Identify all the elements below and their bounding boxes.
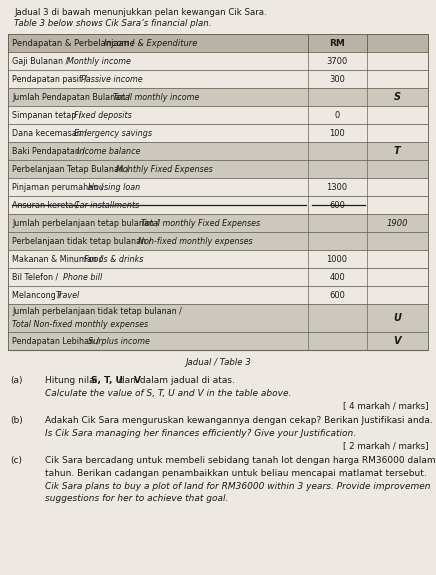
Text: Jadual / Table 3: Jadual / Table 3 — [185, 358, 251, 367]
Text: Surplus income: Surplus income — [88, 336, 150, 346]
Text: 300: 300 — [329, 75, 345, 83]
Bar — [8, 214, 428, 232]
Text: Is Cik Sara managing her finances efficiently? Give your Justification.: Is Cik Sara managing her finances effici… — [45, 429, 356, 438]
Text: 600: 600 — [329, 290, 345, 300]
Text: Ansuran kereta /: Ansuran kereta / — [12, 201, 81, 209]
Text: U: U — [393, 313, 401, 323]
Text: Pendapatan & Perbelanjaan /: Pendapatan & Perbelanjaan / — [12, 39, 137, 48]
Text: Total Non-fixed monthly expenses: Total Non-fixed monthly expenses — [12, 320, 148, 329]
Text: 1900: 1900 — [386, 218, 408, 228]
Text: dan: dan — [116, 376, 139, 385]
Text: T: T — [394, 146, 400, 156]
Bar — [8, 250, 428, 268]
Bar — [8, 142, 428, 160]
Text: Fixed deposits: Fixed deposits — [74, 110, 131, 120]
Text: Bil Telefon /: Bil Telefon / — [12, 273, 61, 282]
Text: Monthly Fixed Expenses: Monthly Fixed Expenses — [116, 164, 213, 174]
Text: 3700: 3700 — [327, 56, 347, 66]
Text: 1300: 1300 — [327, 182, 347, 191]
Text: 600: 600 — [329, 201, 345, 209]
Text: Total monthly income: Total monthly income — [113, 93, 199, 102]
Bar — [8, 34, 428, 52]
Text: Table 3 below shows Cik Sara’s financial plan.: Table 3 below shows Cik Sara’s financial… — [14, 19, 211, 28]
Text: Jumlah perbelanjaan tetap bulanan /: Jumlah perbelanjaan tetap bulanan / — [12, 218, 162, 228]
Text: Adakah Cik Sara menguruskan kewangannya dengan cekap? Berikan Justifikasi anda.: Adakah Cik Sara menguruskan kewangannya … — [45, 416, 433, 425]
Text: Total monthly Fixed Expenses: Total monthly Fixed Expenses — [141, 218, 260, 228]
Text: S, T, U: S, T, U — [91, 376, 123, 385]
Text: Gaji Bulanan /: Gaji Bulanan / — [12, 56, 71, 66]
Text: Income balance: Income balance — [77, 147, 141, 155]
Text: Housing loan: Housing loan — [88, 182, 140, 191]
Bar — [8, 178, 428, 196]
Text: Cik Sara plans to buy a plot of land for RM36000 within 3 years. Provide improve: Cik Sara plans to buy a plot of land for… — [45, 482, 430, 491]
Text: Jumlah perbelanjaan tidak tetap bulanan /: Jumlah perbelanjaan tidak tetap bulanan … — [12, 308, 182, 316]
Text: dalam jadual di atas.: dalam jadual di atas. — [137, 376, 235, 385]
Text: RM: RM — [329, 39, 345, 48]
Text: tahun. Berikan cadangan penambaikkan untuk beliau mencapai matlamat tersebut.: tahun. Berikan cadangan penambaikkan unt… — [45, 469, 427, 478]
Text: V: V — [393, 336, 401, 346]
Text: Perbelanjaan Tetap Bulanan /: Perbelanjaan Tetap Bulanan / — [12, 164, 132, 174]
Text: 1000: 1000 — [327, 255, 347, 263]
Bar — [8, 160, 428, 178]
Text: Perbelanjaan tidak tetap bulanan /: Perbelanjaan tidak tetap bulanan / — [12, 236, 154, 246]
Text: Melancong /: Melancong / — [12, 290, 64, 300]
Bar — [8, 106, 428, 124]
Text: (a): (a) — [10, 376, 23, 385]
Text: Simpanan tetap /: Simpanan tetap / — [12, 110, 84, 120]
Bar — [8, 232, 428, 250]
Text: Car installments: Car installments — [74, 201, 139, 209]
Text: Makanan & Minuman /: Makanan & Minuman / — [12, 255, 105, 263]
Text: S: S — [394, 92, 401, 102]
Text: Cik Sara bercadang untuk membeli sebidang tanah lot dengan harga RM36000 dalam t: Cik Sara bercadang untuk membeli sebidan… — [45, 456, 436, 465]
Text: Pendapatan Lebihan /: Pendapatan Lebihan / — [12, 336, 102, 346]
Text: Hitung nilai: Hitung nilai — [45, 376, 100, 385]
Bar — [8, 286, 428, 304]
Text: Travel: Travel — [56, 290, 80, 300]
Text: (b): (b) — [10, 416, 23, 425]
Text: Dana kecemasan /: Dana kecemasan / — [12, 128, 89, 137]
Text: Income & Expenditure: Income & Expenditure — [104, 39, 198, 48]
Bar — [8, 304, 428, 332]
Text: Monthly income: Monthly income — [67, 56, 130, 66]
Bar — [8, 88, 428, 106]
Text: (c): (c) — [10, 456, 22, 465]
Text: suggestions for her to achieve that goal.: suggestions for her to achieve that goal… — [45, 494, 228, 503]
Text: Foods & drinks: Foods & drinks — [84, 255, 144, 263]
Bar — [8, 52, 428, 70]
Text: Phone bill: Phone bill — [63, 273, 102, 282]
Text: Pendapatan pasif /: Pendapatan pasif / — [12, 75, 89, 83]
Text: Non-fixed monthly expenses: Non-fixed monthly expenses — [138, 236, 252, 246]
Text: Jumlah Pendapatan Bulanan /: Jumlah Pendapatan Bulanan / — [12, 93, 133, 102]
Text: 0: 0 — [334, 110, 340, 120]
Text: Baki Pendapatan /: Baki Pendapatan / — [12, 147, 88, 155]
Text: V: V — [134, 376, 141, 385]
Text: Pinjaman perumahan /: Pinjaman perumahan / — [12, 182, 106, 191]
Bar — [8, 268, 428, 286]
Text: [ 2 markah / marks]: [ 2 markah / marks] — [343, 441, 428, 450]
Text: Passive income: Passive income — [81, 75, 143, 83]
Text: Jadual 3 di bawah menunjukkan pelan kewangan Cik Sara.: Jadual 3 di bawah menunjukkan pelan kewa… — [14, 8, 267, 17]
Text: Calculate the value of S, T, U and V in the table above.: Calculate the value of S, T, U and V in … — [45, 389, 291, 398]
Bar — [8, 124, 428, 142]
Text: [ 4 markah / marks]: [ 4 markah / marks] — [343, 401, 428, 410]
Text: 400: 400 — [329, 273, 345, 282]
Bar — [8, 70, 428, 88]
Text: Emergency savings: Emergency savings — [74, 128, 152, 137]
Bar — [8, 332, 428, 350]
Bar — [8, 196, 428, 214]
Text: 100: 100 — [329, 128, 345, 137]
